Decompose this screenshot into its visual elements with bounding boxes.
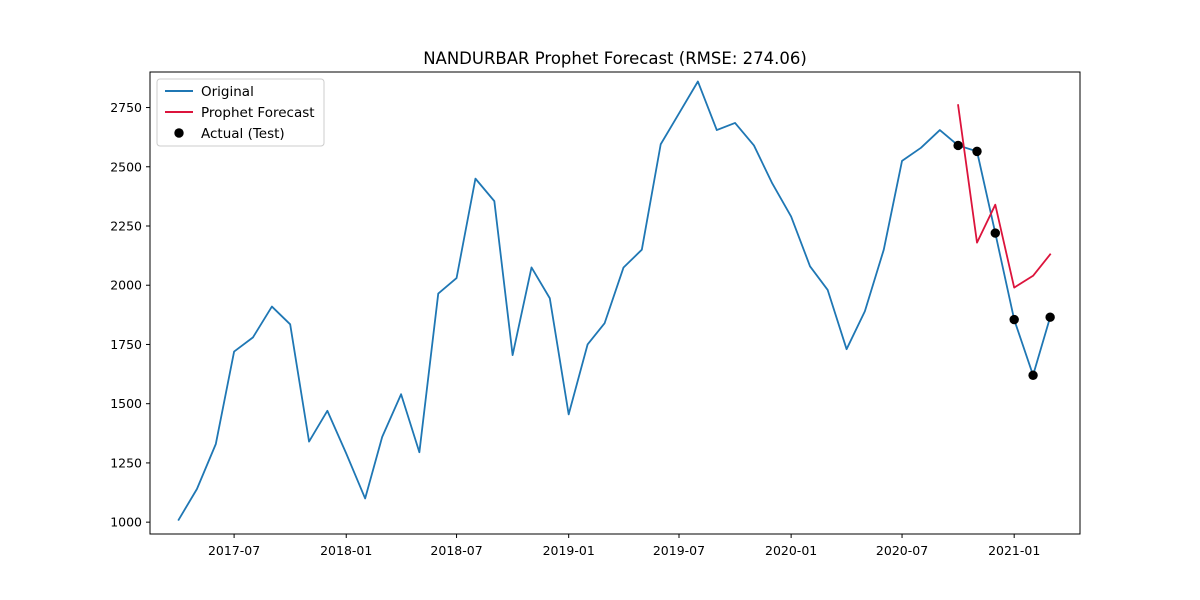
x-axis: 2017-07 2018-01 2018-07 2019-01 2019-07 2020-…	[208, 534, 1040, 558]
series-line-original	[177, 80, 1052, 522]
x-tick-label: 2020-07	[876, 543, 928, 558]
y-tick-label: 1750	[110, 337, 142, 352]
data-point-actual-test	[953, 140, 963, 151]
x-tick-label: 2019-01	[543, 543, 595, 558]
y-tick-label: 2500	[110, 159, 142, 174]
plot-series	[177, 80, 1055, 522]
y-tick-label: 1000	[110, 515, 142, 530]
x-tick-label: 2018-01	[320, 543, 372, 558]
x-tick-label: 2018-07	[430, 543, 482, 558]
plot-frame	[149, 71, 1081, 535]
chart-title: NANDURBAR Prophet Forecast (RMSE: 274.06…	[423, 49, 807, 68]
legend-label-prophet-forecast: Prophet Forecast	[201, 105, 315, 121]
x-tick-label: 2017-07	[208, 543, 260, 558]
x-tick-label: 2020-01	[765, 543, 817, 558]
y-tick-label: 1500	[110, 396, 142, 411]
y-tick-label: 1250	[110, 455, 142, 470]
data-point-actual-test	[972, 146, 982, 157]
data-point-actual-test	[990, 228, 1000, 238]
legend: Original Prophet Forecast Actual (Test)	[156, 78, 325, 147]
y-axis: 1000 1250 1500 1750 2000 2250 2500 2750	[110, 100, 150, 530]
data-point-actual-test	[1045, 312, 1055, 322]
legend-swatch-actual-test	[174, 128, 184, 138]
y-tick-label: 2750	[110, 100, 142, 115]
y-tick-label: 2000	[110, 278, 142, 293]
x-tick-label: 2019-07	[653, 543, 705, 558]
legend-box	[156, 78, 325, 147]
x-tick-label: 2021-01	[988, 543, 1040, 558]
y-tick-label: 2250	[110, 219, 142, 234]
data-point-actual-test	[1009, 314, 1019, 325]
legend-label-original: Original	[201, 84, 254, 100]
series-line-prophet-forecast	[957, 104, 1052, 289]
legend-label-actual-test: Actual (Test)	[201, 126, 285, 142]
data-point-actual-test	[1028, 370, 1038, 380]
